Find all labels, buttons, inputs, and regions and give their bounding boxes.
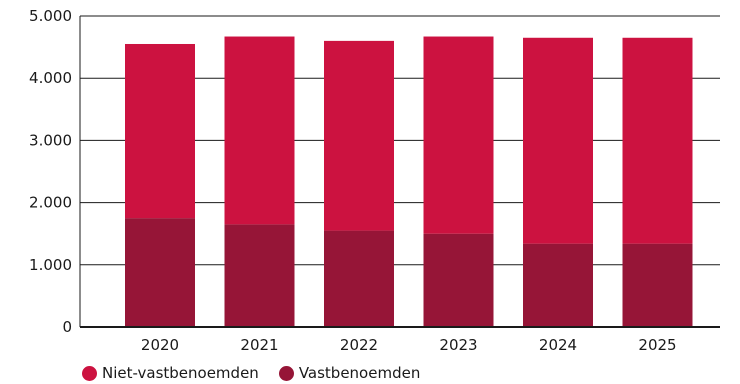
legend-item-niet-vastbenoemden: Niet-vastbenoemden bbox=[82, 364, 259, 382]
x-tick-label: 2021 bbox=[240, 336, 278, 354]
x-tick-label: 2024 bbox=[539, 336, 577, 354]
bar-segment bbox=[125, 43, 195, 219]
bar-segment bbox=[224, 224, 295, 327]
y-tick-label: 2.000 bbox=[29, 194, 72, 212]
x-tick-label: 2023 bbox=[439, 336, 477, 354]
y-axis-ticks: 0 1.000 2.000 3.000 4.000 5.000 bbox=[29, 7, 72, 336]
bar-segment bbox=[622, 243, 693, 327]
y-tick-label: 5.000 bbox=[29, 7, 72, 25]
legend-label-niet-vastbenoemden: Niet-vastbenoemden bbox=[102, 364, 259, 382]
y-tick-label: 0 bbox=[62, 318, 72, 336]
bar-segment bbox=[125, 218, 195, 327]
y-tick-label: 4.000 bbox=[29, 69, 72, 87]
x-axis-ticks: 2020 2021 2022 2023 2024 2025 bbox=[141, 336, 677, 354]
bar-segment bbox=[523, 37, 593, 244]
x-tick-label: 2020 bbox=[141, 336, 179, 354]
legend-label-vastbenoemden: Vastbenoemden bbox=[298, 364, 421, 382]
bar-segment bbox=[423, 233, 494, 327]
bar-segment bbox=[324, 40, 394, 231]
bar-segment bbox=[622, 37, 693, 244]
y-tick-label: 1.000 bbox=[29, 256, 72, 274]
legend-swatch-niet-vastbenoemden bbox=[82, 365, 97, 381]
legend-swatch-vastbenoemden bbox=[278, 365, 294, 381]
y-tick-label: 3.000 bbox=[29, 131, 72, 149]
bar-segment bbox=[224, 36, 295, 225]
bar-segment bbox=[423, 36, 494, 234]
bar-segment bbox=[324, 230, 394, 327]
bars bbox=[125, 36, 693, 327]
legend-item-vastbenoemden: Vastbenoemden bbox=[278, 364, 421, 382]
bar-segment bbox=[523, 243, 593, 327]
legend: Niet-vastbenoemden Vastbenoemden bbox=[82, 364, 440, 382]
x-tick-label: 2025 bbox=[638, 336, 676, 354]
x-tick-label: 2022 bbox=[340, 336, 378, 354]
